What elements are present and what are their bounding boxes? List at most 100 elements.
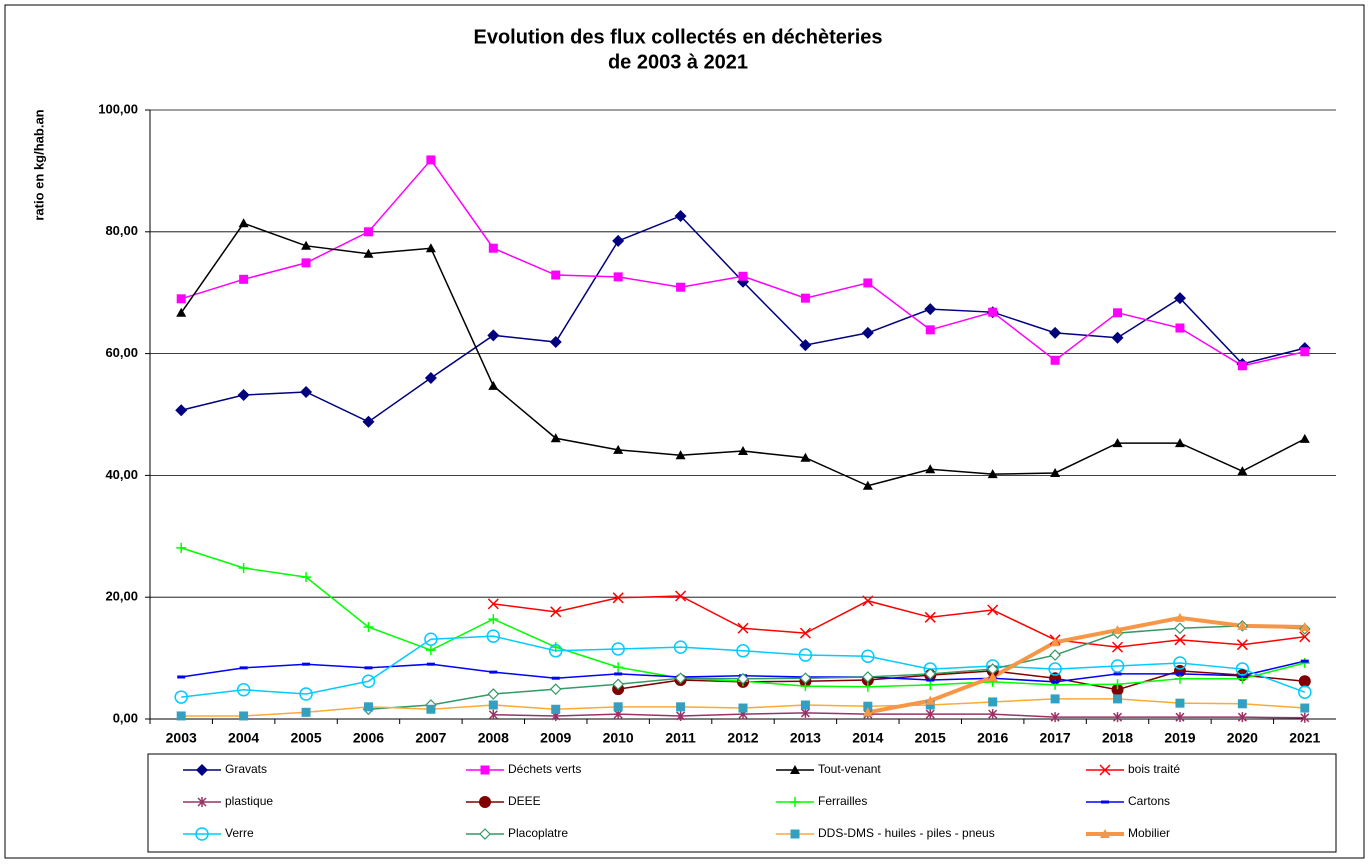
marker <box>1174 634 1186 646</box>
marker <box>790 765 800 774</box>
marker <box>301 240 312 250</box>
x-tick-label: 2005 <box>290 730 321 746</box>
marker <box>800 452 811 462</box>
marker <box>1174 612 1185 622</box>
x-tick-label: 2013 <box>790 730 821 746</box>
marker <box>239 711 249 721</box>
marker <box>790 797 800 807</box>
x-tick-label: 2012 <box>727 730 758 746</box>
marker <box>676 702 686 712</box>
marker <box>548 644 563 658</box>
marker <box>301 707 311 717</box>
marker <box>1173 292 1186 305</box>
legend-label: Placoplatre <box>508 826 568 840</box>
legend-label: plastique <box>225 794 273 808</box>
y-tick-label: 20,00 <box>105 589 138 604</box>
marker <box>1300 712 1310 723</box>
marker <box>1236 639 1248 651</box>
legend-label: Déchets verts <box>508 762 581 776</box>
marker <box>863 701 873 711</box>
marker <box>1174 673 1185 684</box>
marker <box>925 700 935 710</box>
marker <box>676 282 686 292</box>
marker <box>1175 712 1185 723</box>
series-line <box>618 670 1305 691</box>
marker <box>613 272 623 282</box>
marker <box>239 274 249 284</box>
y-tick-label: 40,00 <box>105 467 138 482</box>
marker <box>737 622 749 634</box>
y-axis-label: ratio en kg/hab.an <box>31 109 46 220</box>
marker <box>238 218 249 228</box>
marker <box>197 797 207 807</box>
marker <box>1175 323 1185 333</box>
marker <box>363 622 374 633</box>
marker <box>737 672 749 685</box>
y-tick-label: 60,00 <box>105 345 138 360</box>
marker <box>362 415 375 428</box>
marker <box>551 270 561 280</box>
marker <box>550 433 561 443</box>
marker <box>1174 438 1185 448</box>
marker <box>174 690 188 704</box>
marker <box>549 336 562 349</box>
marker <box>1173 656 1187 670</box>
marker <box>361 674 376 688</box>
marker <box>925 709 935 720</box>
marker <box>1111 331 1124 344</box>
marker <box>301 572 312 583</box>
marker <box>1237 712 1247 723</box>
marker <box>738 703 748 713</box>
y-tick-label: 100,00 <box>98 101 138 116</box>
marker <box>363 227 373 237</box>
marker <box>300 385 313 398</box>
marker <box>861 649 875 664</box>
x-tick-label: 2019 <box>1164 730 1195 746</box>
marker <box>424 632 438 646</box>
marker <box>424 371 437 384</box>
marker <box>1300 347 1310 357</box>
marker <box>1299 631 1311 643</box>
series-line <box>181 635 1306 698</box>
marker <box>1113 308 1123 318</box>
marker <box>612 678 625 691</box>
marker <box>1299 433 1310 443</box>
marker <box>363 248 374 258</box>
x-tick-label: 2010 <box>603 730 634 746</box>
marker <box>925 464 936 474</box>
marker <box>800 700 810 710</box>
marker <box>987 671 998 681</box>
marker <box>236 683 251 697</box>
legend-label: Tout-venant <box>818 762 881 776</box>
marker <box>676 710 686 721</box>
y-tick-label: 80,00 <box>105 223 138 238</box>
x-tick-label: 2018 <box>1102 730 1133 746</box>
marker <box>800 707 810 718</box>
marker <box>799 672 812 685</box>
marker <box>1110 659 1125 673</box>
marker <box>1237 620 1248 630</box>
marker <box>550 606 562 618</box>
marker <box>487 329 500 342</box>
marker <box>611 642 625 656</box>
marker <box>862 480 873 490</box>
x-tick-label: 2006 <box>353 730 384 746</box>
marker <box>988 709 998 720</box>
x-tick-label: 2020 <box>1227 730 1258 746</box>
marker <box>196 764 208 776</box>
marker <box>1113 694 1123 704</box>
marker <box>1050 637 1061 647</box>
marker <box>674 209 687 222</box>
marker <box>1050 355 1060 365</box>
marker <box>1112 438 1123 448</box>
x-tick-label: 2016 <box>977 730 1008 746</box>
series-line <box>493 712 1305 719</box>
marker <box>301 258 311 268</box>
marker <box>1298 675 1311 688</box>
marker <box>987 604 999 616</box>
marker <box>479 828 491 840</box>
marker <box>1237 699 1247 709</box>
marker <box>1174 622 1186 635</box>
marker <box>925 325 935 335</box>
marker <box>1298 685 1312 699</box>
